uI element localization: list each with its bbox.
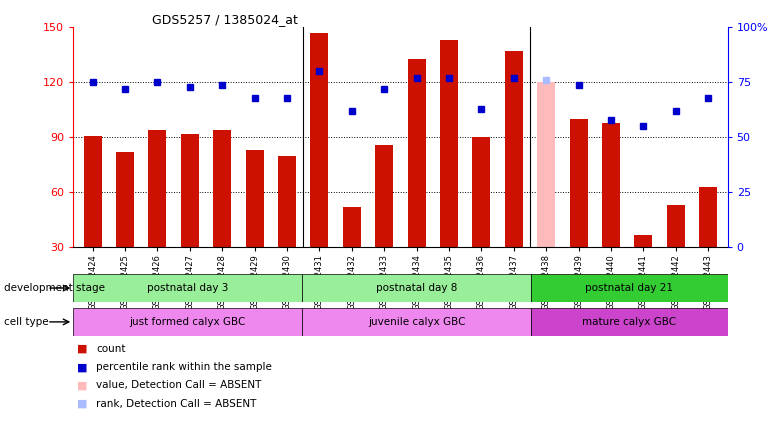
Bar bbox=[667, 205, 685, 247]
Bar bbox=[440, 40, 458, 247]
Text: postnatal day 8: postnatal day 8 bbox=[376, 283, 457, 293]
Bar bbox=[537, 82, 555, 247]
Bar bbox=[278, 156, 296, 247]
Bar bbox=[116, 152, 134, 247]
Bar bbox=[310, 33, 328, 247]
Bar bbox=[84, 136, 102, 247]
Bar bbox=[73, 274, 302, 302]
Bar bbox=[343, 207, 360, 247]
Text: ■: ■ bbox=[77, 380, 88, 390]
Text: mature calyx GBC: mature calyx GBC bbox=[582, 317, 677, 327]
Bar bbox=[302, 274, 531, 302]
Text: ■: ■ bbox=[77, 344, 88, 354]
Bar bbox=[149, 130, 166, 247]
Bar bbox=[213, 130, 231, 247]
Text: ■: ■ bbox=[77, 398, 88, 409]
Text: rank, Detection Call = ABSENT: rank, Detection Call = ABSENT bbox=[96, 398, 256, 409]
Text: ■: ■ bbox=[77, 362, 88, 372]
Bar bbox=[634, 235, 652, 247]
Bar bbox=[531, 274, 728, 302]
Text: postnatal day 3: postnatal day 3 bbox=[147, 283, 229, 293]
Text: just formed calyx GBC: just formed calyx GBC bbox=[129, 317, 246, 327]
Bar bbox=[602, 123, 620, 247]
Text: GDS5257 / 1385024_at: GDS5257 / 1385024_at bbox=[152, 14, 297, 26]
Text: cell type: cell type bbox=[4, 317, 49, 327]
Text: count: count bbox=[96, 344, 126, 354]
Bar bbox=[570, 119, 588, 247]
Bar bbox=[302, 308, 531, 336]
Bar bbox=[73, 308, 302, 336]
Bar bbox=[531, 308, 728, 336]
Bar bbox=[181, 134, 199, 247]
Bar bbox=[375, 145, 393, 247]
Text: juvenile calyx GBC: juvenile calyx GBC bbox=[368, 317, 466, 327]
Text: percentile rank within the sample: percentile rank within the sample bbox=[96, 362, 272, 372]
Text: postnatal day 21: postnatal day 21 bbox=[585, 283, 674, 293]
Text: value, Detection Call = ABSENT: value, Detection Call = ABSENT bbox=[96, 380, 262, 390]
Bar bbox=[505, 51, 523, 247]
Bar bbox=[407, 59, 426, 247]
Bar bbox=[699, 187, 717, 247]
Bar bbox=[473, 137, 490, 247]
Bar bbox=[246, 150, 263, 247]
Text: development stage: development stage bbox=[4, 283, 105, 293]
